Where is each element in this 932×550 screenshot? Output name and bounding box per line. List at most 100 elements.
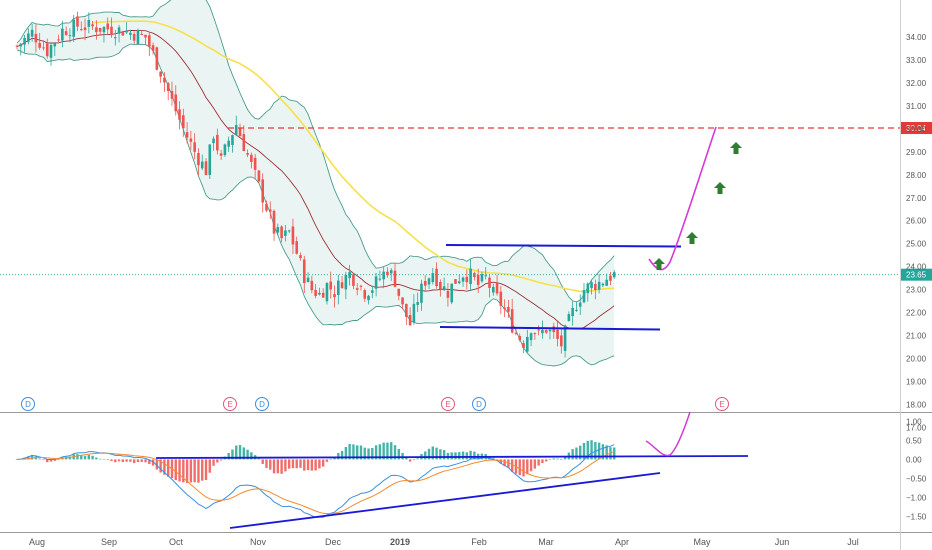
- macd-histogram-bar: [386, 442, 389, 460]
- candle: [318, 292, 321, 295]
- x-tick-label: 2019: [390, 537, 410, 547]
- candle: [348, 271, 351, 279]
- macd-histogram-bar: [76, 454, 79, 460]
- macd-rising-trend-line: [229, 472, 661, 529]
- candle: [389, 270, 393, 274]
- bollinger-middle-line: [16, 30, 615, 330]
- candle: [53, 42, 57, 47]
- event-marker-label: E: [227, 400, 232, 409]
- candle: [189, 138, 193, 142]
- macd-histogram-bar: [337, 452, 340, 460]
- macd-histogram-bar: [117, 459, 121, 462]
- macd-histogram-bar: [605, 445, 608, 460]
- candle: [609, 275, 612, 281]
- candle: [140, 33, 144, 35]
- x-tick-label: May: [693, 537, 711, 547]
- event-marker: [441, 397, 455, 411]
- macd-histogram-bar: [189, 459, 193, 483]
- macd-histogram-bar: [136, 459, 140, 463]
- candle: [223, 144, 227, 156]
- candle: [442, 286, 446, 291]
- candle: [321, 292, 325, 298]
- candle: [200, 161, 204, 169]
- macd-histogram-bar: [473, 451, 476, 460]
- macd-histogram-bar: [329, 458, 332, 460]
- candle: [401, 297, 404, 305]
- candle: [548, 329, 552, 332]
- macd-histogram-bar: [80, 454, 83, 460]
- macd-histogram-bar: [269, 459, 272, 470]
- event-marker-label: D: [259, 400, 265, 409]
- candle: [491, 286, 495, 293]
- macd-histogram-bar: [367, 448, 370, 460]
- macd-histogram-bar: [140, 459, 143, 462]
- macd-histogram-bar: [310, 459, 314, 471]
- candle: [359, 285, 363, 287]
- macd-histogram-bar: [129, 459, 132, 462]
- candle: [597, 281, 601, 290]
- candle: [83, 27, 87, 31]
- macd-histogram-bar: [235, 445, 238, 460]
- macd-histogram-bar: [363, 447, 366, 460]
- x-tick-label: Sep: [101, 537, 117, 547]
- macd-histogram-bar: [556, 458, 559, 460]
- candle: [19, 43, 23, 47]
- candle: [98, 27, 102, 32]
- price-tick-label: 27.00: [906, 194, 927, 203]
- macd-histogram-bar: [579, 445, 582, 460]
- macd-tick-label: −0.50: [906, 474, 927, 483]
- macd-histogram-bar: [397, 448, 400, 460]
- macd-histogram-bar: [575, 447, 578, 460]
- candle: [325, 283, 329, 302]
- candle: [110, 26, 113, 36]
- candle: [15, 45, 19, 47]
- macd-tick-label: 1.00: [906, 417, 922, 426]
- macd-histogram-bar: [408, 459, 412, 462]
- candle: [151, 45, 155, 51]
- macd-histogram-bar: [238, 445, 242, 460]
- candle: [386, 271, 389, 276]
- candle: [412, 303, 416, 323]
- candle: [257, 170, 261, 182]
- event-marker: [255, 397, 269, 411]
- x-axis-labels: Aug Sep Oct Nov Dec 2019 Feb Mar Apr May Jun Jul: [29, 537, 859, 547]
- macd-histogram-bar: [318, 459, 321, 469]
- candle: [212, 138, 215, 144]
- candle: [340, 282, 344, 289]
- candle: [371, 290, 374, 293]
- candle: [182, 115, 185, 129]
- candle: [306, 277, 310, 282]
- macd-histogram: [15, 440, 616, 483]
- candle: [405, 303, 408, 317]
- macd-histogram-bar: [382, 442, 385, 460]
- candle: [125, 30, 128, 33]
- candle: [284, 230, 287, 236]
- macd-histogram-bar: [272, 459, 276, 474]
- macd-histogram-bar: [340, 450, 344, 460]
- candle: [250, 154, 253, 162]
- macd-histogram-bar: [303, 459, 306, 471]
- candle: [159, 71, 162, 77]
- macd-histogram-bar: [257, 458, 261, 460]
- macd-histogram-bar: [193, 459, 196, 483]
- up-arrow-icon: [714, 182, 726, 194]
- candles: [15, 11, 616, 358]
- x-tick-label: Oct: [169, 537, 184, 547]
- candle: [367, 295, 370, 301]
- candle: [291, 226, 295, 245]
- candle: [310, 280, 314, 291]
- candle: [144, 34, 147, 38]
- macd-histogram-bar: [15, 459, 19, 460]
- macd-histogram-bar: [287, 459, 291, 469]
- macd-histogram-bar: [178, 459, 181, 482]
- candle: [57, 39, 60, 41]
- candle: [30, 29, 34, 37]
- x-tick-label: Apr: [615, 537, 629, 547]
- candle: [420, 283, 423, 303]
- candle: [563, 325, 567, 351]
- event-marker-label: D: [25, 400, 31, 409]
- macd-histogram-bar: [299, 459, 302, 468]
- candle: [510, 309, 514, 333]
